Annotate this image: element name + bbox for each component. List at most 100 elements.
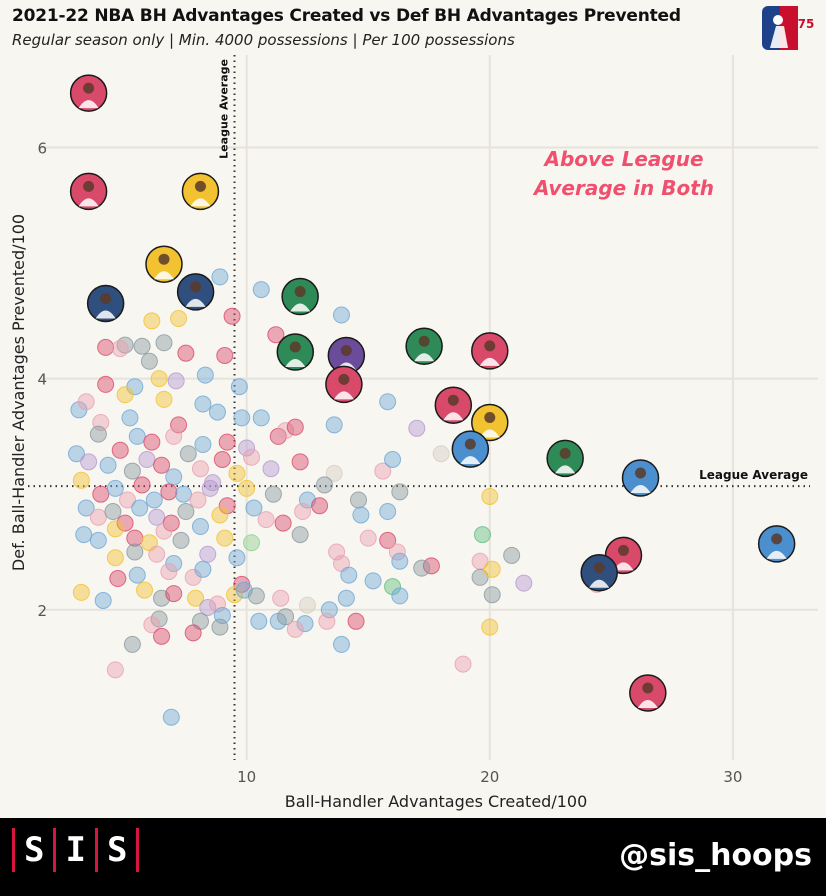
player-point <box>325 464 343 482</box>
player-head-icon <box>289 341 301 353</box>
player-point <box>153 456 171 474</box>
player-head-icon <box>418 335 430 347</box>
player-head-icon <box>294 286 306 298</box>
player-point <box>174 485 192 503</box>
player-point <box>364 572 382 590</box>
player-point <box>247 587 265 605</box>
player-point <box>165 427 183 445</box>
player-point <box>228 549 246 567</box>
player-jersey-icon <box>285 359 306 368</box>
player-point <box>148 508 166 526</box>
player-point <box>274 514 292 532</box>
player-jersey-icon <box>78 198 99 207</box>
player-point <box>264 485 282 503</box>
player-point <box>201 479 219 497</box>
player-point <box>187 589 205 607</box>
player-point <box>384 578 402 596</box>
player-point <box>111 441 129 459</box>
player-point <box>211 506 229 524</box>
player-point <box>72 471 90 489</box>
highlighted-player-marker <box>621 459 660 497</box>
player-point <box>213 451 231 469</box>
player-point <box>379 503 397 521</box>
player-point <box>218 497 236 515</box>
player-point <box>267 326 285 344</box>
player-jersey-icon <box>613 562 634 571</box>
league-average-horizontal-label: League Average <box>699 468 808 482</box>
chart-title: 2021-22 NBA BH Advantages Created vs Def… <box>12 6 681 26</box>
player-point <box>413 559 431 577</box>
player-jersey-icon <box>630 485 651 493</box>
highlighted-player-marker <box>325 365 363 404</box>
player-point <box>170 310 188 328</box>
player-head-icon <box>618 544 629 556</box>
x-tick-label: 30 <box>723 768 742 786</box>
player-head-icon <box>158 253 170 265</box>
player-point <box>250 612 268 630</box>
player-head-icon <box>447 394 459 406</box>
player-head-icon <box>190 281 202 293</box>
player-point <box>238 479 256 497</box>
player-point <box>106 661 124 679</box>
player-head-icon <box>340 344 352 356</box>
player-point <box>325 416 343 434</box>
highlighted-player-marker <box>471 332 509 370</box>
player-point <box>194 560 212 578</box>
player-point <box>291 453 309 471</box>
highlighted-player-marker <box>405 327 443 365</box>
player-point <box>116 514 134 532</box>
nba-logo-75-text: 75 <box>798 17 814 31</box>
player-point <box>216 529 234 547</box>
y-tick-label: 6 <box>37 139 47 157</box>
player-point <box>481 487 499 505</box>
twitter-handle: @sis_hoops <box>619 838 812 873</box>
player-point <box>104 503 122 521</box>
player-point <box>318 612 336 630</box>
player-point <box>172 531 190 549</box>
nba-logo-silhouette <box>770 26 788 48</box>
player-point <box>286 418 304 436</box>
player-point <box>272 589 290 607</box>
player-point <box>189 491 207 509</box>
player-point <box>379 531 397 549</box>
player-point <box>286 620 304 638</box>
player-point <box>150 370 168 388</box>
player-jersey-icon <box>78 100 99 109</box>
sis-logo-letter: S <box>12 828 57 872</box>
player-point <box>483 560 501 578</box>
player-point <box>228 464 246 482</box>
player-point <box>191 460 209 478</box>
player-point <box>140 352 158 370</box>
player-jersey-icon <box>637 699 658 708</box>
y-tick-label: 4 <box>37 371 47 389</box>
player-head-icon <box>194 180 206 192</box>
player-point <box>238 439 256 457</box>
player-point <box>422 557 440 575</box>
player-point <box>143 433 161 451</box>
player-point <box>391 552 409 570</box>
player-point <box>138 451 156 469</box>
player-point <box>337 589 355 607</box>
player-point <box>379 393 397 411</box>
player-head-icon <box>635 467 647 479</box>
player-point <box>347 612 365 630</box>
player-point <box>473 526 491 544</box>
player-point <box>243 534 261 552</box>
player-point <box>106 520 124 538</box>
player-point <box>72 583 90 601</box>
player-jersey-icon <box>766 550 787 559</box>
highlighted-player-marker <box>629 674 667 712</box>
player-point <box>384 451 402 469</box>
quadrant-label: Above League Average in Both <box>532 147 714 200</box>
player-jersey-icon <box>95 310 116 319</box>
player-point <box>194 435 212 453</box>
player-point <box>119 491 137 509</box>
player-point <box>311 497 329 515</box>
player-point <box>315 476 333 494</box>
player-point <box>75 526 93 544</box>
player-point <box>177 503 195 521</box>
highlighted-player-marker <box>451 430 490 468</box>
player-jersey-icon <box>555 465 576 474</box>
player-head-icon <box>83 180 95 192</box>
player-point <box>133 337 151 355</box>
